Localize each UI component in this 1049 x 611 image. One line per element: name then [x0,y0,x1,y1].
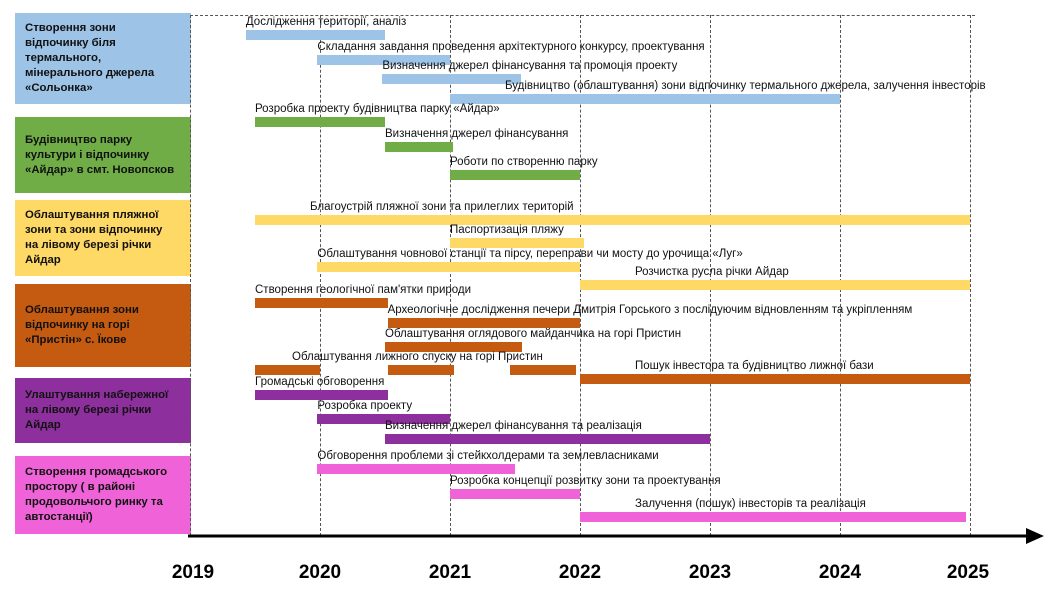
task-bar [385,434,710,444]
category-label: Улаштування набережної на лівому березі … [15,378,191,443]
x-tick-label: 2025 [946,562,990,583]
grid-line-2025 [970,15,971,536]
task-label: Роботи по створенню парку [450,156,598,168]
category-label: Облаштування пляжної зони та зони відпоч… [15,200,191,276]
category-label: Створення зони відпочинку біля термально… [15,13,191,104]
task-label: Визначення джерел фінансування та промоц… [382,60,678,72]
x-tick-label: 2020 [298,562,342,583]
task-bar [382,74,522,84]
task-label: Археологічне дослідження печери Дмитрія … [387,304,913,316]
grid-line-2023 [710,15,711,536]
task-label: Визначення джерел фінансування та реаліз… [385,420,642,432]
grid-line-2024 [840,15,841,536]
grid-line-2021 [450,15,451,536]
task-bar [317,464,515,474]
task-bar [255,390,388,400]
task-label: Розробка проекту [317,400,413,412]
task-label: Розробка концепції розвитку зони та прое… [450,475,721,487]
task-bar [255,365,320,375]
task-label: Паспортизація пляжу [450,224,564,236]
task-label: Розчистка русла річки Айдар [635,266,789,278]
category-label: Створення громадського простору ( в райо… [15,456,191,534]
task-label: Складання завдання проведення архітектур… [317,41,705,53]
task-bar [450,238,584,248]
task-bar [450,94,840,104]
task-bar [387,365,454,375]
task-label: Облаштування оглядового майданчика на го… [385,328,682,340]
task-bar [317,414,450,424]
task-bar [255,117,385,127]
x-tick-label: 2019 [171,562,215,583]
grid-line-2020 [320,15,321,536]
task-bar [580,280,970,290]
task-bar [255,298,388,308]
x-axis-arrow [1026,528,1044,544]
grid-line-2019 [190,15,191,536]
task-bar [317,55,450,65]
task-bar [317,262,580,272]
task-bar [580,374,970,384]
x-tick-label: 2024 [818,562,862,583]
grid-line-2022 [580,15,581,536]
task-label: Створення геологічної пам'ятки природи [255,284,472,296]
category-label: Облаштування зони відпочинку на горі «Пр… [15,284,191,367]
task-label: Громадські обговорення [255,376,385,388]
task-label: Будівництво (облаштування) зони відпочин… [505,80,986,92]
task-bar [450,170,580,180]
x-tick-label: 2021 [428,562,472,583]
task-label: Дослідження території, аналіз [245,16,407,28]
task-bar [387,318,580,328]
task-label: Визначення джерел фінансування [385,128,569,140]
x-tick-label: 2022 [558,562,602,583]
task-label: Розробка проекту будівництва парку «Айда… [255,103,500,115]
task-bar [255,215,970,225]
task-label: Благоустрій пляжної зони та прилеглих те… [310,201,574,213]
task-label: Залучення (пошук) інвесторів та реалізац… [635,498,866,510]
task-bar [450,489,580,499]
grid-top-line [190,15,975,16]
task-label: Пошук інвестора та будівництво лижної ба… [635,360,874,372]
category-label: Будівництво парку культури і відпочинку … [15,117,191,193]
task-label: Обговорення проблеми зі стейкхолдерами т… [317,450,659,462]
task-bar [385,142,453,152]
x-tick-label: 2023 [688,562,732,583]
task-label: Облаштування лижного спуску на горі Прис… [292,351,543,363]
task-bar [580,512,967,522]
task-bar [509,365,577,375]
task-label: Облаштування човнової станції та пірсу, … [317,248,743,260]
task-bar [245,30,385,40]
task-bar [385,342,522,352]
